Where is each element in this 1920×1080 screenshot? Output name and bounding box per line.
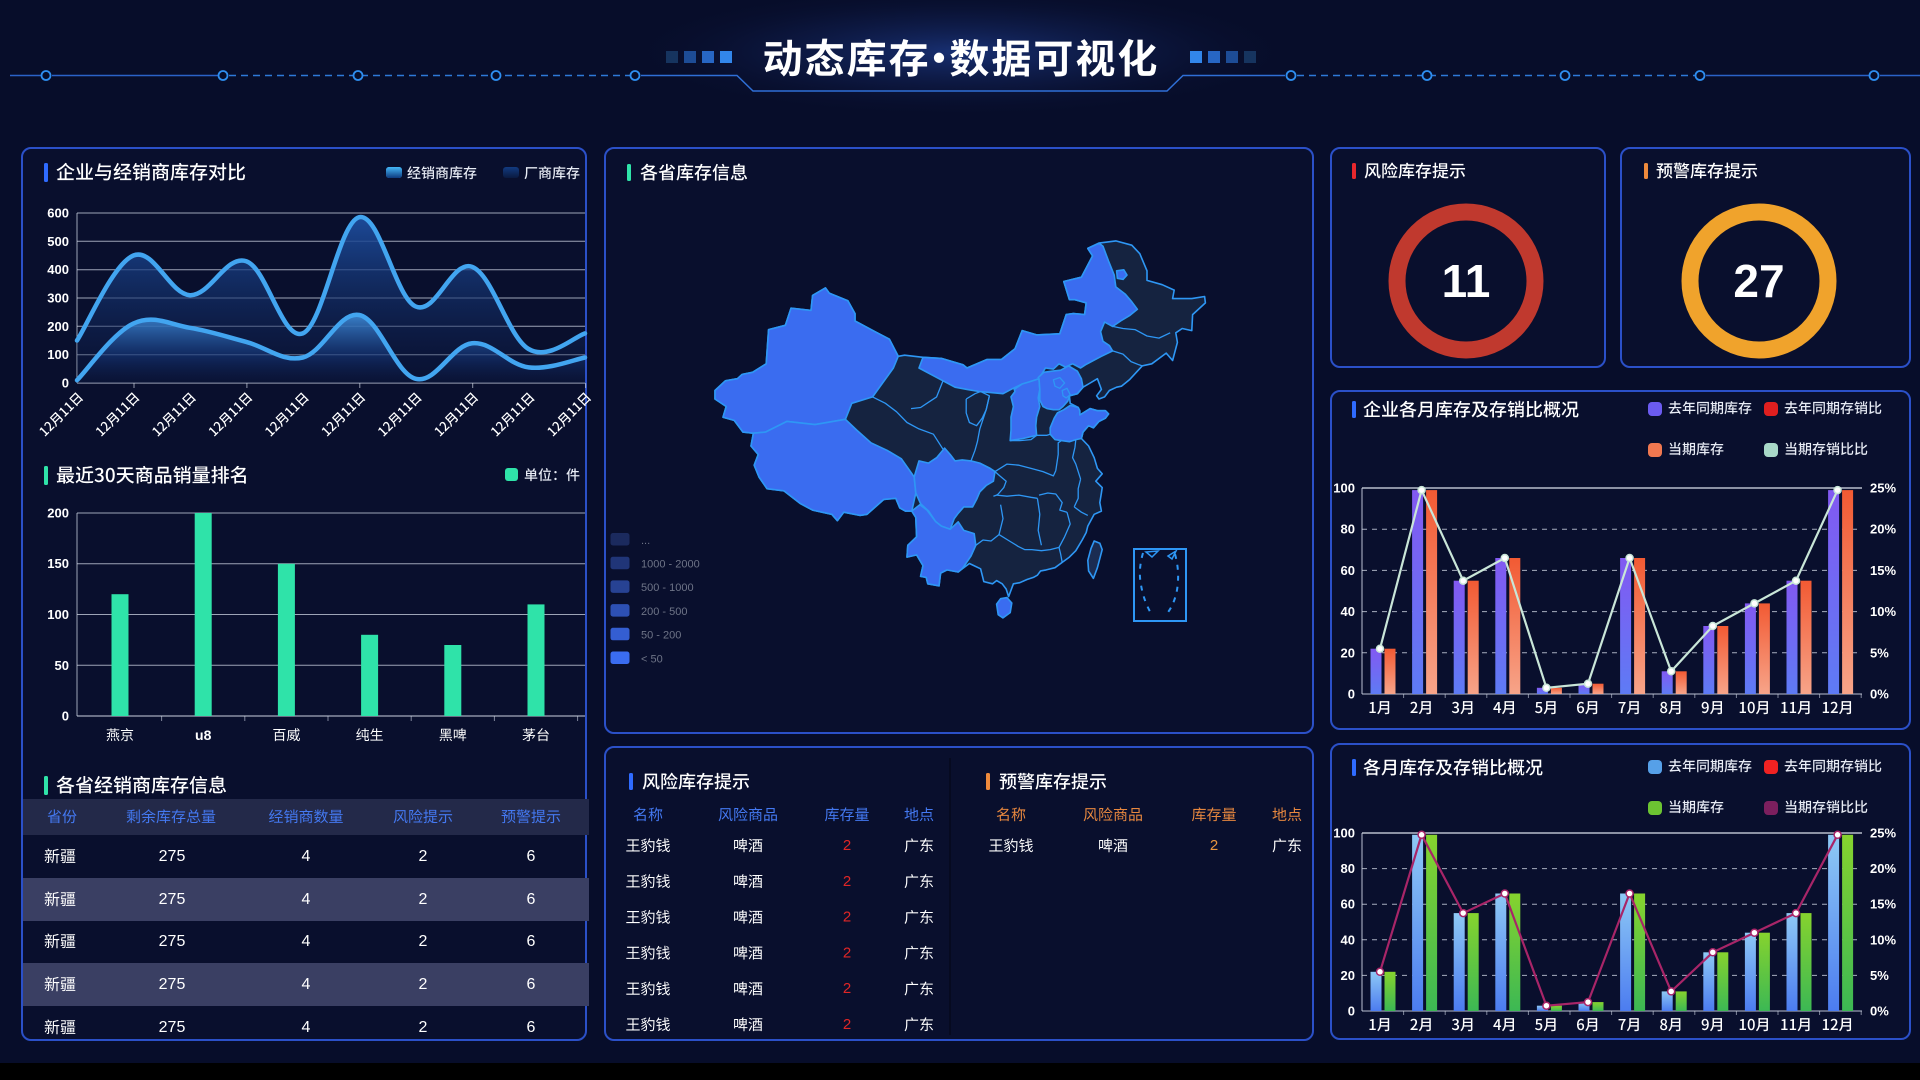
- svg-text:20%: 20%: [1870, 522, 1896, 537]
- svg-text:2: 2: [419, 848, 428, 865]
- svg-text:6: 6: [527, 848, 536, 865]
- svg-text:275: 275: [159, 848, 186, 865]
- svg-text:600: 600: [47, 206, 69, 221]
- svg-text:2: 2: [419, 891, 428, 908]
- svg-text:...: ...: [641, 535, 650, 547]
- svg-text:4: 4: [302, 848, 311, 865]
- svg-text:10%: 10%: [1870, 604, 1896, 619]
- svg-text:u8: u8: [195, 727, 212, 743]
- svg-text:0: 0: [1348, 687, 1355, 702]
- svg-text:100: 100: [1333, 481, 1355, 496]
- svg-text:100: 100: [47, 607, 69, 622]
- svg-text:2: 2: [1210, 837, 1218, 854]
- svg-text:60: 60: [1341, 563, 1355, 578]
- svg-text:40: 40: [1341, 604, 1355, 619]
- svg-text:10%: 10%: [1870, 932, 1896, 947]
- svg-text:50 - 200: 50 - 200: [641, 630, 681, 642]
- svg-text:2: 2: [419, 976, 428, 993]
- svg-text:40: 40: [1341, 932, 1355, 947]
- svg-text:15%: 15%: [1870, 563, 1896, 578]
- svg-text:275: 275: [159, 891, 186, 908]
- svg-text:20%: 20%: [1870, 861, 1896, 876]
- svg-text:15%: 15%: [1870, 897, 1896, 912]
- svg-text:500 - 1000: 500 - 1000: [641, 582, 694, 594]
- svg-text:275: 275: [159, 933, 186, 950]
- svg-text:4: 4: [302, 976, 311, 993]
- svg-text:200: 200: [47, 319, 69, 334]
- svg-text:20: 20: [1341, 968, 1355, 983]
- svg-text:20: 20: [1341, 645, 1355, 660]
- svg-text:100: 100: [47, 347, 69, 362]
- svg-text:2: 2: [843, 837, 851, 854]
- svg-text:80: 80: [1341, 522, 1355, 537]
- svg-text:150: 150: [47, 556, 69, 571]
- svg-text:2: 2: [843, 980, 851, 997]
- svg-text:2: 2: [419, 1019, 428, 1036]
- svg-text:2: 2: [843, 873, 851, 890]
- svg-text:27: 27: [1733, 255, 1784, 307]
- svg-text:4: 4: [302, 933, 311, 950]
- svg-text:6: 6: [527, 976, 536, 993]
- svg-text:275: 275: [159, 976, 186, 993]
- svg-text:6: 6: [527, 933, 536, 950]
- svg-text:2: 2: [843, 1016, 851, 1033]
- svg-text:4: 4: [302, 1019, 311, 1036]
- svg-text:400: 400: [47, 262, 69, 277]
- svg-text:0: 0: [1348, 1004, 1355, 1019]
- svg-text:100: 100: [1333, 826, 1355, 841]
- svg-text:1000 - 2000: 1000 - 2000: [641, 559, 700, 571]
- svg-text:300: 300: [47, 291, 69, 306]
- svg-text:0%: 0%: [1870, 687, 1889, 702]
- svg-text:60: 60: [1341, 897, 1355, 912]
- svg-text:6: 6: [527, 1019, 536, 1036]
- svg-text:25%: 25%: [1870, 481, 1896, 496]
- svg-text:4: 4: [302, 891, 311, 908]
- svg-text:6: 6: [527, 891, 536, 908]
- svg-text:0: 0: [62, 376, 69, 391]
- svg-text:11: 11: [1442, 255, 1491, 307]
- svg-text:0%: 0%: [1870, 1004, 1889, 1019]
- svg-text:80: 80: [1341, 861, 1355, 876]
- svg-text:5%: 5%: [1870, 968, 1889, 983]
- svg-text:< 50: < 50: [641, 653, 663, 665]
- svg-text:2: 2: [419, 933, 428, 950]
- svg-text:25%: 25%: [1870, 826, 1896, 841]
- svg-text:275: 275: [159, 1019, 186, 1036]
- svg-text:500: 500: [47, 234, 69, 249]
- svg-text:5%: 5%: [1870, 645, 1889, 660]
- svg-text:2: 2: [843, 944, 851, 961]
- svg-text:50: 50: [55, 658, 69, 673]
- svg-text:2: 2: [843, 909, 851, 926]
- svg-text:200 - 500: 200 - 500: [641, 606, 687, 618]
- svg-text:0: 0: [62, 709, 69, 724]
- svg-text:200: 200: [47, 506, 69, 521]
